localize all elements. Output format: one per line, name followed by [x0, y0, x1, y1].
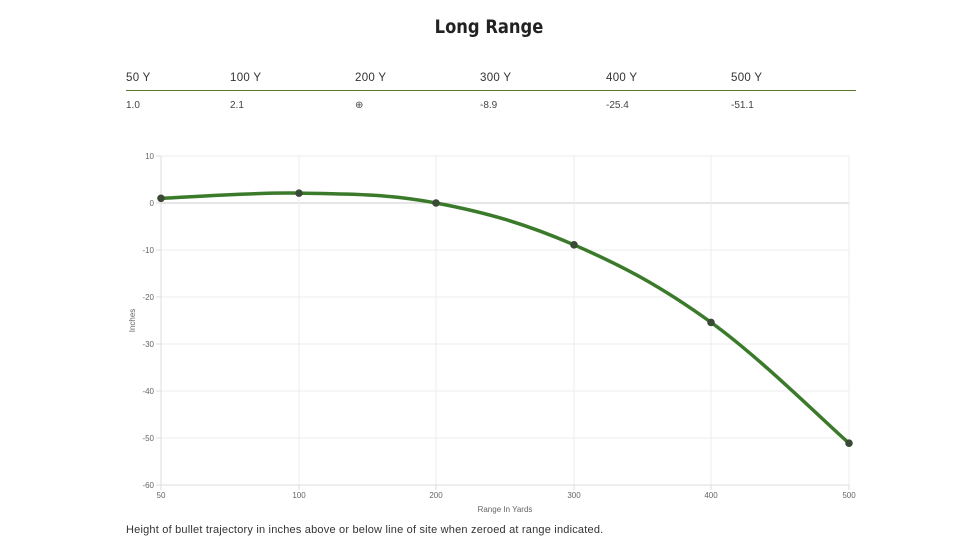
header-50y: 50 Y: [126, 72, 151, 84]
data-point: [570, 241, 578, 249]
chart-caption: Height of bullet trajectory in inches ab…: [126, 524, 604, 536]
y-tick-label: -10: [142, 246, 154, 255]
data-point: [432, 199, 440, 207]
data-point: [707, 318, 715, 327]
y-tick-label: 0: [150, 199, 155, 208]
x-axis-title: Range In Yards: [478, 505, 533, 514]
x-tick-label: 50: [157, 491, 166, 500]
data-point: [157, 194, 165, 203]
y-tick-label: -50: [142, 434, 154, 443]
header-300y: 300 Y: [480, 72, 512, 84]
value-400y: -25.4: [606, 100, 629, 111]
header-500y: 500 Y: [731, 72, 763, 84]
header-400y: 400 Y: [606, 72, 638, 84]
y-axis-title: Inches: [128, 309, 137, 333]
y-tick-label: -60: [142, 481, 154, 490]
x-tick-label: 100: [292, 491, 306, 500]
chart-title: Long Range: [434, 16, 544, 38]
table-header-row: 50 Y 100 Y 200 Y 300 Y 400 Y 500 Y: [126, 70, 856, 91]
table-value-row: 1.0 2.1 ⊕ -8.9 -25.4 -51.1: [126, 91, 856, 113]
value-500y: -51.1: [731, 100, 754, 111]
value-50y: 1.0: [126, 100, 140, 111]
trajectory-line: [159, 191, 851, 445]
y-tick-label: -30: [142, 340, 154, 349]
y-tick-label: 10: [145, 152, 154, 161]
x-tick-label: 200: [429, 491, 443, 500]
x-tick-label: 500: [842, 491, 856, 500]
y-tick-label: -40: [142, 387, 154, 396]
zero-crosshair-icon: ⊕: [355, 100, 364, 111]
value-300y: -8.9: [480, 100, 498, 111]
trajectory-table: 50 Y 100 Y 200 Y 300 Y 400 Y 500 Y 1.0 2…: [126, 70, 856, 113]
y-tick-label: -20: [142, 293, 154, 302]
data-point: [295, 189, 303, 197]
header-200y: 200 Y: [355, 72, 387, 84]
data-point: [845, 439, 853, 447]
header-100y: 100 Y: [230, 72, 262, 84]
x-tick-label: 400: [704, 491, 718, 500]
x-tick-label: 300: [567, 491, 581, 500]
value-100y: 2.1: [230, 100, 244, 111]
